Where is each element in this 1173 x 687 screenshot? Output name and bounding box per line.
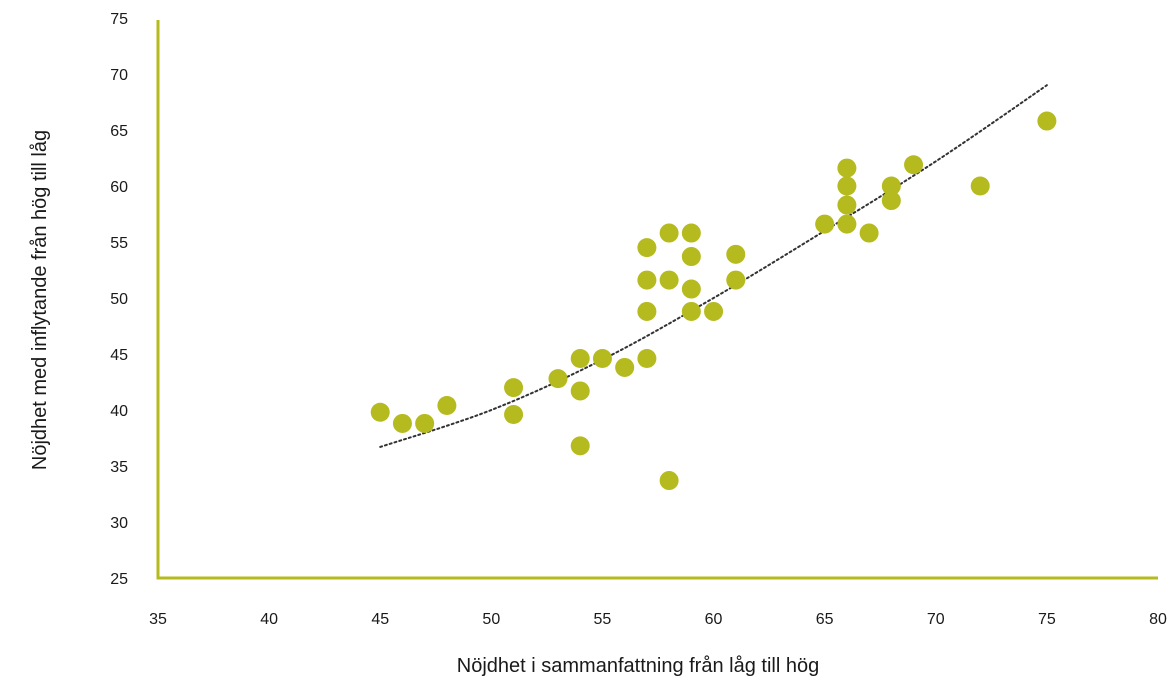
data-point [681, 247, 701, 267]
y-tick-label: 50 [110, 291, 128, 308]
data-point [437, 396, 457, 416]
x-tick-label: 80 [1149, 611, 1167, 628]
x-tick-label: 65 [816, 611, 834, 628]
data-point [504, 378, 524, 398]
data-point [881, 191, 901, 211]
data-point [726, 244, 746, 264]
data-point [681, 223, 701, 243]
data-point [837, 214, 857, 234]
x-axis-title: Nöjdhet i sammanfattning från låg till h… [457, 655, 819, 677]
y-tick-label: 55 [110, 235, 128, 252]
y-tick-label: 60 [110, 179, 128, 196]
trendline-path [379, 84, 1048, 448]
y-tick-label: 30 [110, 515, 128, 532]
data-point [904, 155, 924, 175]
data-point [837, 176, 857, 196]
data-point [859, 223, 879, 243]
y-tick-label: 25 [110, 571, 128, 588]
data-point [637, 348, 657, 368]
data-point [726, 270, 746, 290]
y-tick-label: 70 [110, 67, 128, 84]
x-tick-label: 70 [927, 611, 945, 628]
trendline [379, 84, 1048, 448]
y-tick-label: 40 [110, 403, 128, 420]
data-point [970, 176, 990, 196]
data-point [615, 357, 635, 377]
data-point [592, 348, 612, 368]
data-point [548, 369, 568, 389]
data-point [637, 301, 657, 321]
data-point [392, 413, 412, 433]
data-point [1037, 111, 1057, 131]
data-point [415, 413, 435, 433]
data-point [704, 301, 724, 321]
data-point [637, 238, 657, 258]
data-point [570, 381, 590, 401]
data-point [681, 279, 701, 299]
y-tick-label: 75 [110, 11, 128, 28]
data-point [681, 301, 701, 321]
data-point [504, 404, 524, 424]
data-point [659, 223, 679, 243]
x-tick-label: 60 [705, 611, 723, 628]
data-point [837, 195, 857, 215]
data-point [881, 176, 901, 196]
data-point [837, 158, 857, 178]
data-point [659, 270, 679, 290]
y-axis: 25 30 35 40 45 50 55 60 65 70 75 [110, 11, 160, 588]
x-tick-label: 50 [482, 611, 500, 628]
y-tick-label: 35 [110, 459, 128, 476]
x-tick-label: 45 [371, 611, 389, 628]
data-point [659, 471, 679, 491]
data-point [370, 402, 390, 422]
x-tick-label: 40 [260, 611, 278, 628]
data-point [815, 214, 835, 234]
data-point [570, 436, 590, 456]
y-tick-label: 65 [110, 123, 128, 140]
data-point [637, 270, 657, 290]
x-tick-label: 55 [594, 611, 612, 628]
x-tick-label: 75 [1038, 611, 1056, 628]
x-axis: 35 40 45 50 55 60 65 70 75 80 [149, 576, 1167, 628]
y-tick-label: 45 [110, 347, 128, 364]
y-axis-title: Nöjdhet med inflytande från hög till låg [29, 130, 51, 470]
x-tick-label: 35 [149, 611, 167, 628]
data-point [570, 348, 590, 368]
data-points [370, 111, 1057, 491]
